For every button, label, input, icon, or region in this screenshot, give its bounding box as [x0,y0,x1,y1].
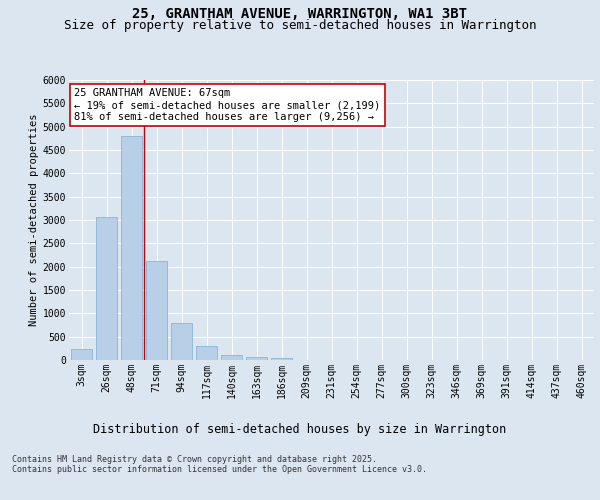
Bar [146,260,167,360]
Text: Distribution of semi-detached houses by size in Warrington: Distribution of semi-detached houses by … [94,422,506,436]
Bar [271,358,292,360]
Bar [246,356,267,360]
Bar [171,323,192,360]
Bar [121,136,142,360]
Text: Size of property relative to semi-detached houses in Warrington: Size of property relative to semi-detach… [64,19,536,32]
Y-axis label: Number of semi-detached properties: Number of semi-detached properties [29,114,38,326]
Bar [71,350,92,360]
Text: 25, GRANTHAM AVENUE, WARRINGTON, WA1 3BT: 25, GRANTHAM AVENUE, WARRINGTON, WA1 3BT [133,8,467,22]
Bar [221,354,242,360]
Bar [196,346,217,360]
Text: Contains HM Land Registry data © Crown copyright and database right 2025.
Contai: Contains HM Land Registry data © Crown c… [12,455,427,474]
Text: 25 GRANTHAM AVENUE: 67sqm
← 19% of semi-detached houses are smaller (2,199)
81% : 25 GRANTHAM AVENUE: 67sqm ← 19% of semi-… [74,88,380,122]
Bar [96,217,117,360]
